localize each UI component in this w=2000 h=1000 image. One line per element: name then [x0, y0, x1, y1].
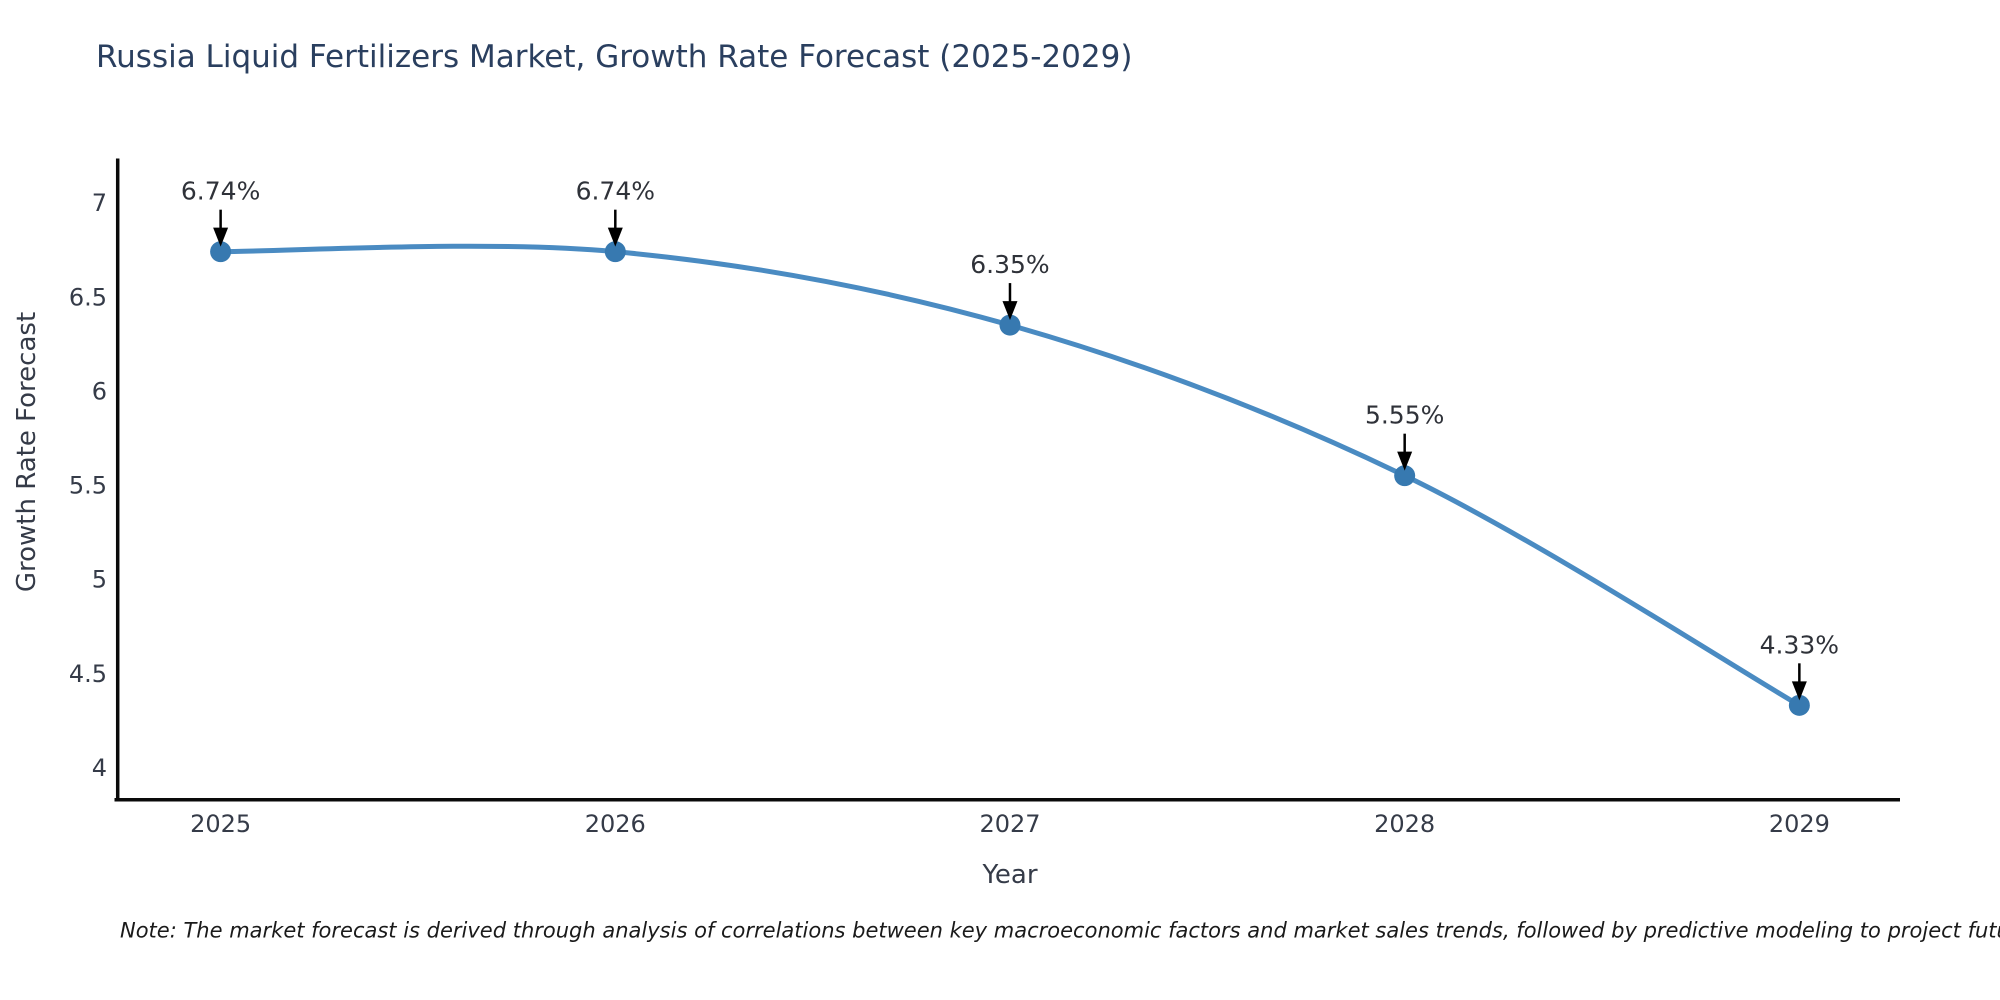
x-tick-label: 2029 — [1769, 810, 1830, 838]
y-tick-label: 6.5 — [69, 283, 107, 311]
annotation-arrow-head — [1002, 301, 1018, 321]
annotation-arrow-head — [1791, 681, 1807, 701]
annotation-arrow-head — [1397, 451, 1413, 471]
data-point-marker — [604, 241, 626, 263]
chart-title: Russia Liquid Fertilizers Market, Growth… — [96, 39, 1133, 75]
x-tick-label: 2027 — [979, 810, 1040, 838]
data-point-marker — [210, 241, 232, 263]
x-axis-title: Year — [982, 860, 1038, 890]
data-point-label: 6.74% — [576, 177, 655, 206]
data-point-marker — [1394, 465, 1416, 487]
data-point-marker — [999, 314, 1021, 336]
data-point-label: 4.33% — [1760, 630, 1839, 659]
annotation-arrow-head — [607, 227, 623, 247]
y-tick-label: 4.5 — [69, 660, 107, 688]
x-tick-label: 2025 — [190, 810, 251, 838]
data-point-label: 5.55% — [1365, 401, 1444, 430]
x-tick-label: 2026 — [585, 810, 646, 838]
x-tick-label: 2028 — [1374, 810, 1435, 838]
y-tick-label: 4 — [92, 754, 107, 782]
y-tick-label: 6 — [92, 377, 107, 405]
y-tick-label: 5 — [92, 566, 107, 594]
chart-note: Note: The market forecast is derived thr… — [120, 918, 2000, 943]
y-tick-label: 7 — [92, 189, 107, 217]
data-point-label: 6.35% — [970, 250, 1049, 279]
data-point-label: 6.74% — [181, 177, 260, 206]
data-point-marker — [1788, 694, 1810, 716]
annotation-arrow-head — [213, 227, 229, 247]
y-tick-label: 5.5 — [69, 472, 107, 500]
